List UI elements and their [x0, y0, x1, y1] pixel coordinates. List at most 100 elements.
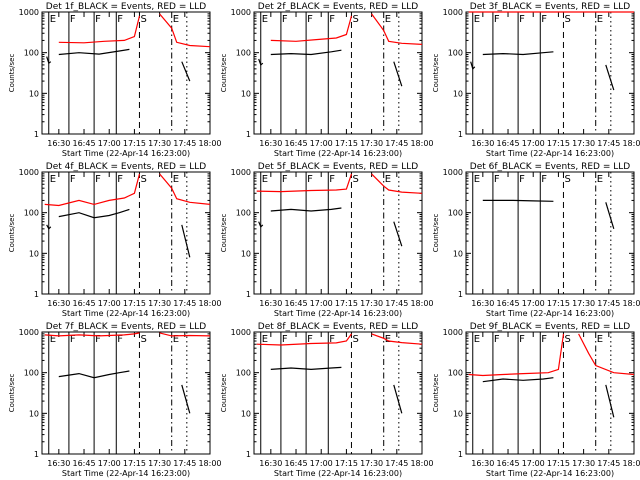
interval-marker-label: S [352, 334, 358, 345]
x-tick-label: 16:45 [284, 139, 307, 148]
plot-frame [465, 171, 635, 295]
interval-marker-label: E [597, 14, 603, 25]
y-tick-label: 10 [29, 409, 39, 418]
interval-marker-label: F [307, 174, 313, 185]
y-tick-label: 1000 [19, 8, 39, 17]
x-axis-label: Start Time (22-Apr-14 16:23:00) [486, 469, 614, 478]
lld-series-line [44, 173, 141, 207]
interval-marker-label: F [494, 14, 500, 25]
lld-series-line [159, 173, 211, 205]
x-tick-label: 17:15 [547, 459, 570, 468]
interval-marker-label: F [95, 14, 101, 25]
x-tick-label: 17:45 [173, 139, 196, 148]
events-series-line [270, 49, 342, 56]
x-tick-label: 16:45 [496, 299, 519, 308]
y-axis-label: Counts/sec [432, 214, 440, 253]
lld-series-line [371, 13, 423, 45]
y-tick-label: 1000 [19, 328, 39, 337]
y-tick-label: 100 [24, 369, 39, 378]
x-tick-label: 18:00 [410, 459, 433, 468]
x-tick-label: 17:15 [123, 459, 146, 468]
y-tick-label: 10 [29, 249, 39, 258]
x-tick-label: 16:45 [72, 299, 95, 308]
y-tick-label: 1 [458, 450, 463, 459]
events-series-line [258, 58, 264, 66]
lld-series-line [270, 15, 353, 42]
y-tick-label: 1 [458, 290, 463, 299]
plot-title: Det 2f_BLACK = Events, RED = LLD [258, 2, 418, 12]
interval-marker-label: F [282, 14, 288, 25]
x-axis-label: Start Time (22-Apr-14 16:23:00) [486, 309, 614, 318]
x-axis-label: Start Time (22-Apr-14 16:23:00) [62, 469, 190, 478]
y-tick-label: 10 [453, 249, 463, 258]
y-tick-label: 100 [448, 369, 463, 378]
x-tick-label: 17:45 [597, 299, 620, 308]
interval-marker-label: F [494, 174, 500, 185]
y-axis-label: Counts/sec [8, 54, 16, 93]
interval-marker-label: F [117, 334, 123, 345]
x-tick-label: 17:30 [360, 139, 383, 148]
x-axis-label: Start Time (22-Apr-14 16:23:00) [62, 149, 190, 158]
events-series-line [605, 202, 615, 229]
events-series-line [258, 221, 264, 228]
x-tick-label: 16:45 [72, 459, 95, 468]
interval-marker-label: F [70, 14, 76, 25]
interval-marker-label: S [140, 174, 146, 185]
x-tick-label: 17:45 [173, 299, 196, 308]
x-tick-label: 18:00 [622, 299, 640, 308]
x-tick-label: 17:30 [148, 299, 171, 308]
x-axis-label: Start Time (22-Apr-14 16:23:00) [274, 309, 402, 318]
x-tick-label: 17:30 [572, 139, 595, 148]
interval-marker-label: F [95, 334, 101, 345]
y-tick-label: 1000 [443, 328, 463, 337]
events-series-line [46, 224, 52, 230]
y-tick-label: 1 [34, 290, 39, 299]
lld-series-line [256, 173, 353, 193]
y-axis-label: Counts/sec [8, 214, 16, 253]
x-tick-label: 17:30 [360, 299, 383, 308]
lld-series-line [58, 15, 141, 44]
events-series-line [393, 384, 403, 414]
x-tick-label: 18:00 [410, 139, 433, 148]
interval-marker-label: E [385, 14, 391, 25]
interval-marker-label: F [70, 174, 76, 185]
x-tick-label: 18:00 [622, 459, 640, 468]
interval-marker-label: S [352, 174, 358, 185]
events-series-line [482, 199, 554, 202]
x-tick-label: 17:45 [385, 459, 408, 468]
y-axis-label: Counts/sec [8, 374, 16, 413]
interval-marker-label: F [117, 14, 123, 25]
x-tick-label: 16:30 [471, 299, 494, 308]
plot-title: Det 4f_BLACK = Events, RED = LLD [46, 162, 206, 172]
x-tick-label: 17:00 [522, 459, 545, 468]
y-tick-label: 100 [236, 209, 251, 218]
y-tick-label: 1 [34, 450, 39, 459]
x-tick-label: 16:30 [47, 299, 70, 308]
events-series-line [181, 61, 191, 82]
x-tick-label: 17:15 [123, 299, 146, 308]
x-tick-label: 17:45 [385, 299, 408, 308]
events-series-line [470, 61, 476, 70]
x-tick-label: 17:00 [310, 299, 333, 308]
x-tick-label: 17:45 [173, 459, 196, 468]
interval-marker-label: F [307, 14, 313, 25]
interval-marker-label: F [282, 174, 288, 185]
y-tick-label: 1 [34, 130, 39, 139]
lld-series-line [371, 173, 423, 194]
x-tick-label: 17:15 [547, 139, 570, 148]
x-tick-label: 16:30 [47, 139, 70, 148]
y-tick-label: 1 [246, 290, 251, 299]
y-tick-label: 10 [241, 409, 251, 418]
y-tick-label: 100 [24, 209, 39, 218]
x-tick-label: 17:15 [123, 139, 146, 148]
x-tick-label: 17:30 [148, 459, 171, 468]
x-tick-label: 18:00 [198, 459, 221, 468]
x-tick-label: 16:45 [496, 139, 519, 148]
events-series-line [58, 48, 130, 56]
y-tick-label: 1 [458, 130, 463, 139]
plot-title: Det 3f_BLACK = Events, RED = LLD [470, 2, 630, 12]
y-tick-label: 1000 [231, 168, 251, 177]
x-tick-label: 17:00 [310, 139, 333, 148]
interval-marker-label: S [564, 14, 570, 25]
